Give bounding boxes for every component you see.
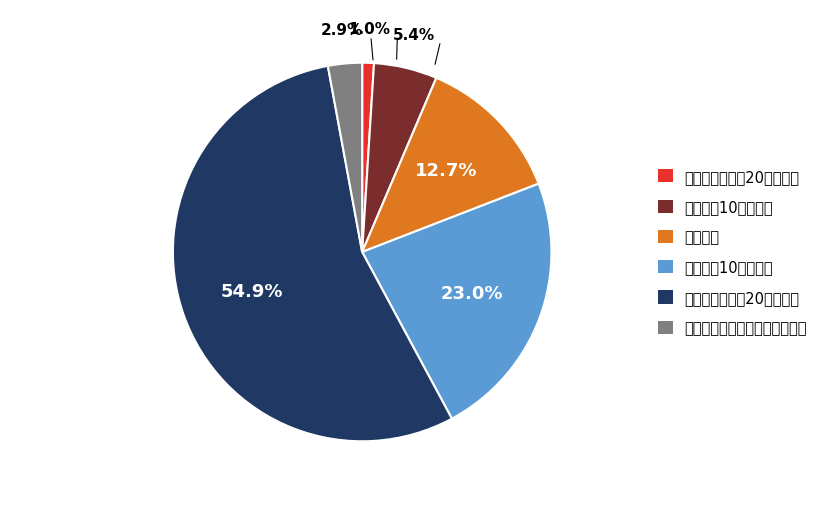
Wedge shape <box>173 67 451 441</box>
Text: 54.9%: 54.9% <box>220 282 282 300</box>
Wedge shape <box>362 184 551 419</box>
Text: 5.4%: 5.4% <box>392 28 434 43</box>
Legend: とても良い（＋20％以上）, 良い（＋10％以上）, ほぼ同じ, 悪い（－10％以下）, とても悪い（－20％以下）, データなし（コロナ後に開店）: とても良い（＋20％以上）, 良い（＋10％以上）, ほぼ同じ, 悪い（－10％… <box>652 164 811 341</box>
Text: 12.7%: 12.7% <box>415 162 477 180</box>
Wedge shape <box>362 64 436 252</box>
Wedge shape <box>362 64 373 252</box>
Text: 23.0%: 23.0% <box>440 284 503 302</box>
Wedge shape <box>327 64 362 252</box>
Wedge shape <box>362 79 538 252</box>
Text: 1.0%: 1.0% <box>348 22 390 37</box>
Text: 2.9%: 2.9% <box>320 23 363 38</box>
